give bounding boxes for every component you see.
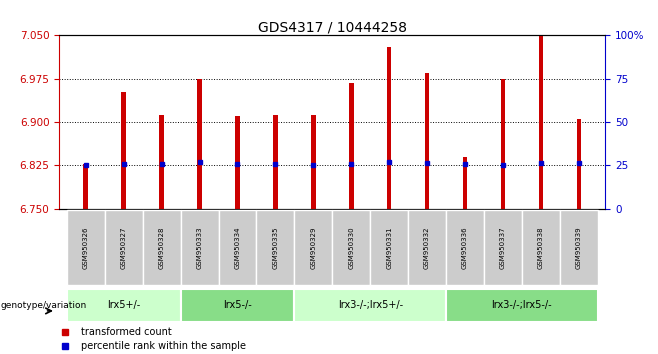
Text: GSM950335: GSM950335	[272, 227, 278, 269]
Text: genotype/variation: genotype/variation	[1, 301, 87, 310]
Text: GSM950337: GSM950337	[500, 227, 506, 269]
Text: transformed count: transformed count	[81, 327, 172, 337]
Text: GSM950332: GSM950332	[424, 227, 430, 269]
Bar	[197, 79, 202, 209]
FancyBboxPatch shape	[332, 210, 370, 285]
FancyBboxPatch shape	[446, 210, 484, 285]
Text: GSM950327: GSM950327	[120, 227, 127, 269]
FancyBboxPatch shape	[484, 210, 522, 285]
Text: GSM950334: GSM950334	[234, 227, 240, 269]
Bar	[576, 119, 581, 209]
Text: GSM950333: GSM950333	[197, 227, 203, 269]
Text: GSM950338: GSM950338	[538, 227, 544, 269]
FancyBboxPatch shape	[522, 210, 560, 285]
FancyBboxPatch shape	[294, 289, 446, 322]
FancyBboxPatch shape	[218, 210, 257, 285]
FancyBboxPatch shape	[294, 210, 332, 285]
Bar	[501, 79, 505, 209]
Text: GSM950331: GSM950331	[386, 227, 392, 269]
Text: lrx3-/-;lrx5-/-: lrx3-/-;lrx5-/-	[492, 300, 552, 310]
FancyBboxPatch shape	[67, 289, 180, 322]
Title: GDS4317 / 10444258: GDS4317 / 10444258	[258, 20, 407, 34]
FancyBboxPatch shape	[370, 210, 408, 285]
Text: GSM950330: GSM950330	[348, 227, 354, 269]
FancyBboxPatch shape	[105, 210, 143, 285]
Bar	[273, 115, 278, 209]
Text: GSM950339: GSM950339	[576, 227, 582, 269]
Text: GSM950336: GSM950336	[462, 227, 468, 269]
Bar	[159, 115, 164, 209]
FancyBboxPatch shape	[180, 210, 218, 285]
Text: percentile rank within the sample: percentile rank within the sample	[81, 342, 246, 352]
Bar	[387, 47, 392, 209]
Text: lrx5+/-: lrx5+/-	[107, 300, 140, 310]
FancyBboxPatch shape	[257, 210, 294, 285]
Bar	[235, 116, 240, 209]
FancyBboxPatch shape	[143, 210, 180, 285]
Text: GSM950326: GSM950326	[83, 227, 89, 269]
Text: lrx5-/-: lrx5-/-	[223, 300, 252, 310]
FancyBboxPatch shape	[408, 210, 446, 285]
FancyBboxPatch shape	[180, 289, 294, 322]
Bar	[463, 157, 467, 209]
Bar	[311, 115, 316, 209]
FancyBboxPatch shape	[67, 210, 105, 285]
Bar	[349, 83, 353, 209]
Bar	[84, 164, 88, 209]
FancyBboxPatch shape	[560, 210, 597, 285]
FancyBboxPatch shape	[446, 289, 597, 322]
Text: GSM950329: GSM950329	[311, 227, 316, 269]
Bar	[539, 35, 543, 209]
Bar	[425, 73, 430, 209]
Text: lrx3-/-;lrx5+/-: lrx3-/-;lrx5+/-	[338, 300, 403, 310]
Text: GSM950328: GSM950328	[159, 227, 164, 269]
Bar	[122, 92, 126, 209]
